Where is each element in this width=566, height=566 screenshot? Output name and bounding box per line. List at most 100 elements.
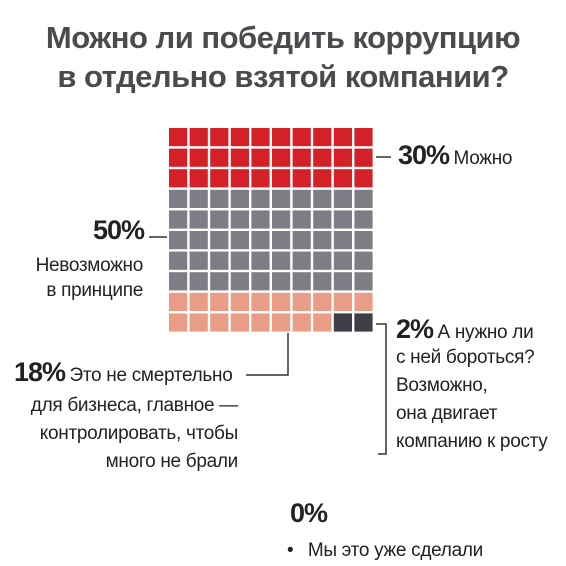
waffle-cell	[189, 210, 208, 229]
waffle-cell	[189, 128, 208, 147]
label-2-desc: с ней бороться? Возможно, она двигает ко…	[396, 345, 548, 454]
waffle-cell	[251, 148, 270, 167]
label-30-text: Можно	[453, 148, 513, 169]
leader-lines	[149, 156, 391, 455]
waffle-cell	[230, 169, 249, 188]
waffle-cell	[354, 292, 373, 311]
waffle-cell	[333, 169, 352, 188]
waffle-cell	[292, 231, 311, 250]
label-0-bullet: •	[287, 540, 294, 561]
waffle-cell	[210, 169, 229, 188]
label-18-line-3: контролировать, чтобы	[39, 423, 239, 444]
label-0-text: Мы это уже сделали	[307, 540, 483, 561]
waffle-cell	[333, 189, 352, 208]
waffle-cell	[210, 251, 229, 270]
waffle-cell	[210, 231, 229, 250]
waffle-cell	[333, 231, 352, 250]
label-18-line-4: много не брали	[105, 451, 239, 472]
waffle-cell	[313, 148, 332, 167]
waffle-cell	[292, 272, 311, 291]
label-18-percent: 18%	[14, 357, 66, 387]
label-2-percent: 2%	[396, 314, 434, 344]
waffle-cell	[251, 251, 270, 270]
label-2: 2% А нужно ли	[396, 314, 534, 345]
waffle-cell	[169, 128, 188, 147]
waffle-cell	[313, 251, 332, 270]
waffle-cell	[292, 189, 311, 208]
waffle-cell	[333, 128, 352, 147]
label-0-desc: • Мы это уже сделали	[287, 538, 483, 563]
waffle-cell	[313, 210, 332, 229]
label-50-line-1: Невозможно	[35, 255, 144, 276]
waffle-cell	[189, 313, 208, 332]
waffle-cell	[272, 292, 291, 311]
waffle-cell	[189, 272, 208, 291]
waffle-cell	[251, 231, 270, 250]
label-0: 0%	[290, 498, 328, 529]
label-30-percent: 30%	[398, 140, 450, 170]
waffle-cell	[169, 148, 188, 167]
waffle-cell	[313, 313, 332, 332]
label-2-line-5: компанию к росту	[396, 431, 548, 452]
waffle-cell	[354, 189, 373, 208]
waffle-cell	[272, 148, 291, 167]
waffle-cell	[169, 251, 188, 270]
waffle-cell	[230, 313, 249, 332]
waffle-cell	[313, 189, 332, 208]
waffle-cell	[354, 148, 373, 167]
waffle-grid	[169, 128, 373, 332]
waffle-cell	[272, 231, 291, 250]
waffle-cell	[189, 169, 208, 188]
label-0-percent: 0%	[290, 498, 328, 528]
waffle-cell	[313, 231, 332, 250]
leader-2	[376, 323, 387, 455]
label-2-line-4: она двигает	[396, 403, 498, 424]
label-50: 50%	[92, 215, 145, 246]
waffle-cell	[251, 210, 270, 229]
waffle-cell	[169, 189, 188, 208]
leader-18	[246, 333, 289, 376]
waffle-cell	[313, 272, 332, 291]
chart-title-line-1: Можно ли победить коррупцию	[45, 20, 521, 55]
waffle-cell	[251, 128, 270, 147]
waffle-cell	[354, 251, 373, 270]
label-50-percent: 50%	[92, 215, 145, 245]
waffle-cell	[210, 272, 229, 291]
waffle-cell	[292, 292, 311, 311]
waffle-cell	[333, 210, 352, 229]
waffle-cell	[210, 292, 229, 311]
waffle-cell	[251, 313, 270, 332]
waffle-cell	[272, 313, 291, 332]
waffle-cell	[333, 292, 352, 311]
waffle-cell	[251, 272, 270, 291]
waffle-cell	[189, 251, 208, 270]
waffle-cell	[354, 210, 373, 229]
label-18-line-1: Это не смертельно	[69, 365, 233, 386]
waffle-cell	[354, 313, 373, 332]
waffle-cell	[210, 313, 229, 332]
waffle-cell	[169, 169, 188, 188]
waffle-cell	[189, 148, 208, 167]
waffle-cell	[230, 128, 249, 147]
waffle-cell	[251, 189, 270, 208]
waffle-cell	[292, 313, 311, 332]
waffle-cell	[272, 251, 291, 270]
waffle-cell	[354, 231, 373, 250]
waffle-cell	[210, 128, 229, 147]
waffle-cell	[292, 169, 311, 188]
waffle-cell	[292, 148, 311, 167]
waffle-cell	[169, 272, 188, 291]
waffle-cell	[230, 231, 249, 250]
waffle-cell	[210, 210, 229, 229]
waffle-cell	[292, 128, 311, 147]
waffle-cell	[272, 210, 291, 229]
waffle-cell	[272, 189, 291, 208]
label-18-line-2: для бизнеса, главное —	[30, 395, 239, 416]
label-50-line-2: в принципе	[46, 280, 143, 301]
label-2-line-1: А нужно ли	[437, 322, 534, 343]
waffle-cell	[189, 292, 208, 311]
waffle-cell	[292, 210, 311, 229]
waffle-cell	[230, 292, 249, 311]
label-50-desc: Невозможно в принципе	[35, 253, 144, 303]
